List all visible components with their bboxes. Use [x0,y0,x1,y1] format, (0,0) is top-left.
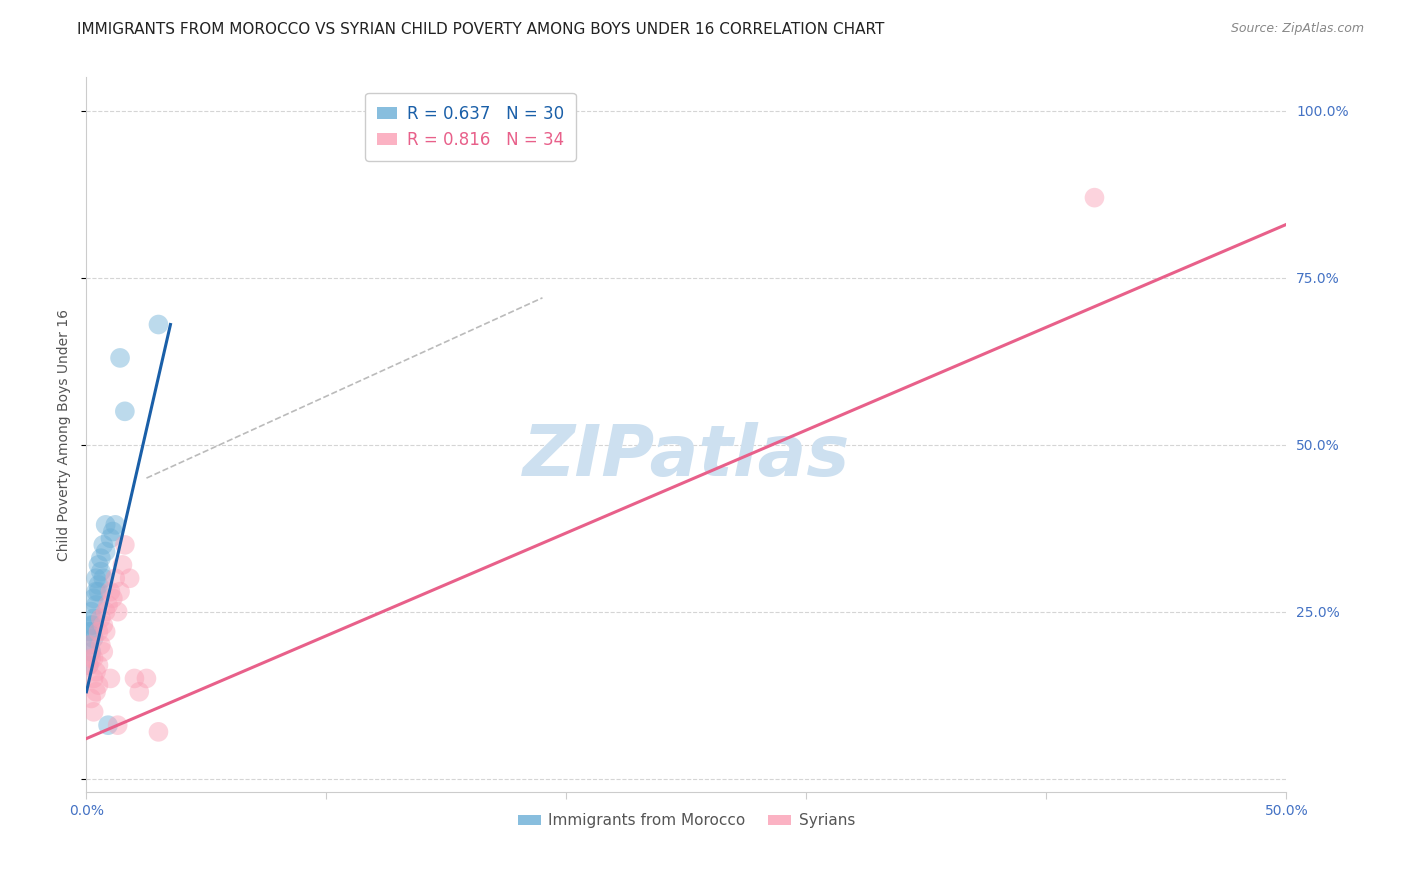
Point [111,558,134,572]
Point [83,611,105,625]
Point [91,645,114,659]
Point [101,524,124,539]
Point [108,584,131,599]
Point [80,691,103,706]
Point [87,678,110,692]
Point [91,538,114,552]
Point [87,558,110,572]
Point [83,672,105,686]
Point [83,651,105,665]
Point [91,618,114,632]
Point [148,318,170,332]
Point [91,571,114,585]
Point [83,591,105,606]
Point [101,591,124,606]
Point [107,718,129,732]
Text: ZIPatlas: ZIPatlas [523,422,851,491]
Point [90,551,112,566]
Point [80,624,103,639]
Text: IMMIGRANTS FROM MOROCCO VS SYRIAN CHILD POVERTY AMONG BOYS UNDER 16 CORRELATION : IMMIGRANTS FROM MOROCCO VS SYRIAN CHILD … [77,22,884,37]
Point [94,605,117,619]
Point [108,351,131,365]
Point [87,578,110,592]
Point [90,565,112,579]
Point [77,658,100,673]
Point [80,645,103,659]
Point [114,404,136,418]
Point [77,658,100,673]
Point [77,638,100,652]
Text: Source: ZipAtlas.com: Source: ZipAtlas.com [1230,22,1364,36]
Point [107,605,129,619]
Point [90,638,112,652]
Point [94,624,117,639]
Y-axis label: Child Poverty Among Boys Under 16: Child Poverty Among Boys Under 16 [58,309,72,561]
Point [80,651,103,665]
Point [77,638,100,652]
Point [77,624,100,639]
Point [148,724,170,739]
Point [100,584,122,599]
Point [83,705,105,719]
Point [83,632,105,646]
Point [80,618,103,632]
Point [80,605,103,619]
Point [84,665,107,679]
Point [100,531,122,545]
Point [114,538,136,552]
Point [84,571,107,585]
Point [118,571,141,585]
Point [87,584,110,599]
Point [94,517,117,532]
Point [128,685,150,699]
Point [87,624,110,639]
Point [104,517,127,532]
Point [1083,191,1105,205]
Point [135,672,157,686]
Point [87,658,110,673]
Point [97,598,120,612]
Point [124,672,146,686]
Point [84,584,107,599]
Point [84,598,107,612]
Point [94,544,117,558]
Point [83,618,105,632]
Point [90,611,112,625]
Point [97,718,120,732]
Point [84,685,107,699]
Point [100,672,122,686]
Point [104,571,127,585]
Legend: Immigrants from Morocco, Syrians: Immigrants from Morocco, Syrians [512,807,862,834]
